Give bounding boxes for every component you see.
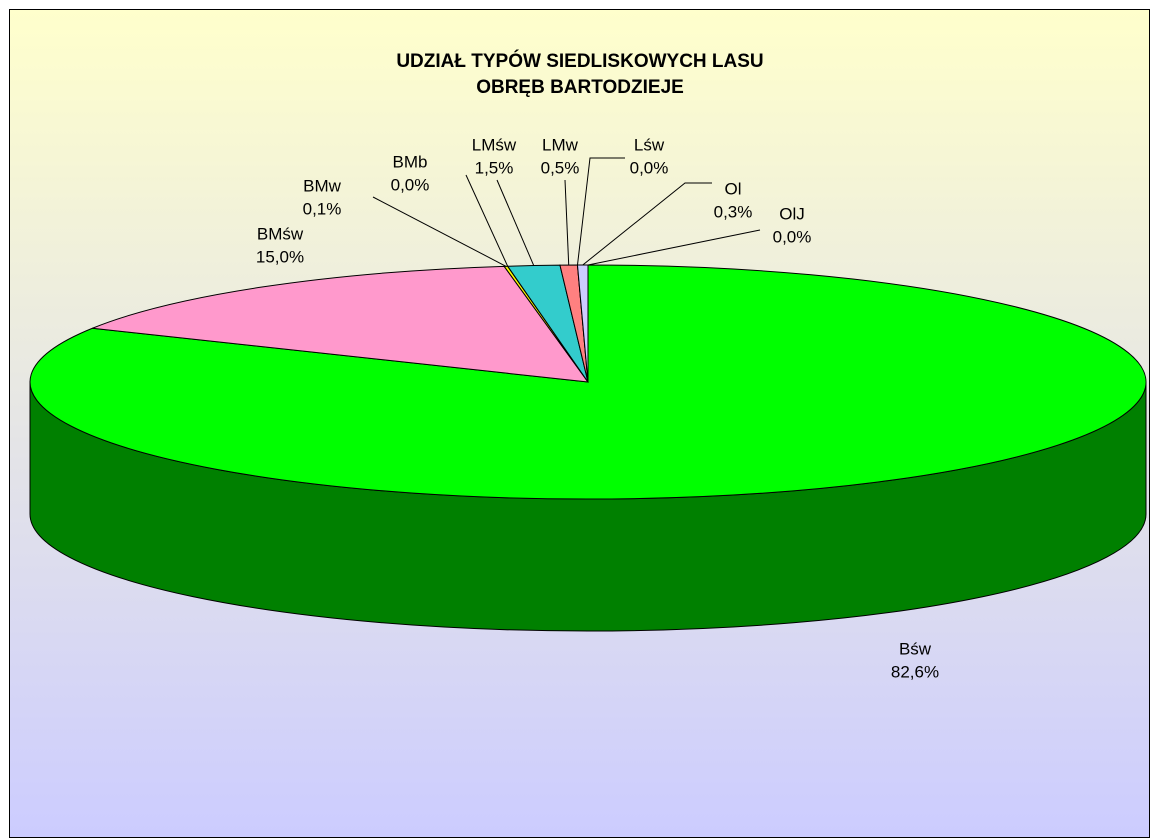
- slice-label: Bśw: [899, 639, 932, 658]
- slice-label: Lśw: [634, 135, 665, 154]
- value-label: 1,5%: [475, 158, 514, 177]
- slice-label: BMśw: [257, 224, 304, 243]
- value-label: 82,6%: [891, 662, 939, 681]
- slice-label: OlJ: [779, 204, 805, 223]
- value-label: 0,0%: [773, 227, 812, 246]
- slice-label: BMb: [393, 152, 428, 171]
- value-label: 0,1%: [303, 199, 342, 218]
- value-label: 0,3%: [714, 202, 753, 221]
- leader-line: [496, 179, 535, 266]
- slice-label: LMw: [542, 135, 579, 154]
- slice: [92, 265, 590, 383]
- leader-line: [372, 196, 507, 267]
- leader-line: [564, 179, 570, 266]
- slice-label: Ol: [725, 179, 742, 198]
- leader-line: [587, 229, 761, 266]
- value-label: 0,0%: [630, 158, 669, 177]
- value-label: 15,0%: [256, 247, 304, 266]
- value-label: 0,0%: [391, 175, 430, 194]
- chart-title: UDZIAŁ TYPÓW SIEDLISKOWYCH LASU: [396, 50, 763, 72]
- leader-line: [465, 174, 509, 267]
- slice-label: BMw: [303, 176, 342, 195]
- slice-label: LMśw: [472, 135, 517, 154]
- leader-line: [576, 157, 625, 266]
- value-label: 0,5%: [541, 158, 580, 177]
- leader-line: [582, 182, 712, 266]
- chart-subtitle: OBRĘB BARTODZIEJE: [476, 77, 684, 98]
